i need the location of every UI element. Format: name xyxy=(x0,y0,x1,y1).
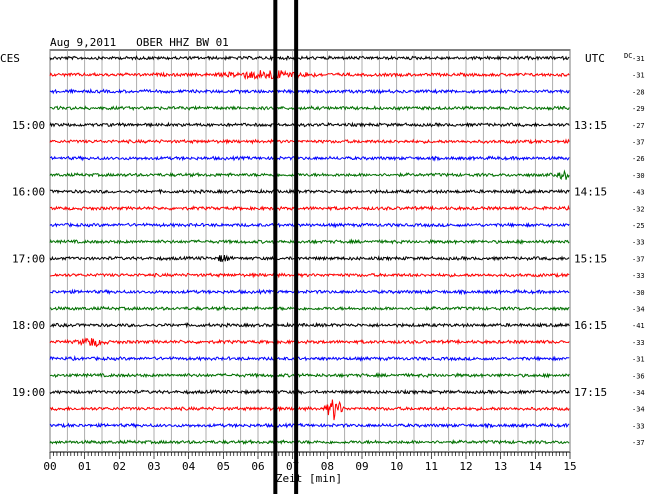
right-hour-label: 13:15 xyxy=(574,119,607,132)
dc-offset-label: -37 xyxy=(632,439,645,447)
dc-offset-labels: -31 -31 -28 -29 -27 -37 -26 -30 -43 -32 -25 -33 -37 -… xyxy=(632,55,645,447)
hour-labels: 15:00 16:00 17:00 18:00 19:00 13:15 14:15 15:15… xyxy=(12,119,607,399)
seismic-trace xyxy=(49,305,570,312)
seismic-trace xyxy=(49,288,570,296)
seismic-trace xyxy=(49,272,570,279)
left-hour-label: 16:00 xyxy=(12,186,45,199)
x-tick-label: 14 xyxy=(529,460,543,473)
x-tick-label: 00 xyxy=(43,460,56,473)
dc-offset-label: -31 xyxy=(632,356,645,364)
x-tick-label: 04 xyxy=(182,460,196,473)
dc-offset-label: -41 xyxy=(632,322,645,330)
seismic-trace xyxy=(49,54,570,62)
x-tick-label: 03 xyxy=(147,460,160,473)
seismic-trace xyxy=(49,104,570,112)
right-hour-label: 16:15 xyxy=(574,319,607,332)
seismic-trace xyxy=(49,238,570,245)
dc-offset-label: -37 xyxy=(632,139,645,147)
dc-offset-label: -29 xyxy=(632,105,645,113)
dc-offset-label: -33 xyxy=(632,239,645,247)
dc-offset-label: -25 xyxy=(632,222,645,230)
seismic-trace xyxy=(49,355,570,362)
seismic-trace xyxy=(49,321,570,329)
x-tick-label: 06 xyxy=(251,460,264,473)
dc-offset-label: -34 xyxy=(632,406,645,414)
seismic-trace xyxy=(49,422,570,429)
right-hour-label: 15:15 xyxy=(574,252,607,265)
marker-lines xyxy=(273,0,299,494)
seismic-trace xyxy=(49,69,570,81)
dc-offset-label: -26 xyxy=(632,155,645,163)
x-tick-label: 12 xyxy=(459,460,472,473)
left-timezone-label: CES xyxy=(0,52,20,65)
x-tick-label: 07 xyxy=(286,460,299,473)
x-tick-label: 02 xyxy=(113,460,126,473)
dc-offset-label: -34 xyxy=(632,389,645,397)
seismic-trace xyxy=(49,439,570,445)
seismic-trace xyxy=(49,399,570,421)
left-hour-label: 19:00 xyxy=(12,386,45,399)
dc-offset-label: -33 xyxy=(632,339,645,347)
seismic-trace xyxy=(49,388,570,396)
labels: Aug 9,2011 OBER HHZ BW 01 CES UTC DC Zei… xyxy=(0,36,632,485)
x-tick-label: 01 xyxy=(78,460,91,473)
seismic-trace xyxy=(49,154,570,162)
x-tick-label: 10 xyxy=(390,460,403,473)
traces xyxy=(49,54,570,445)
seismic-trace xyxy=(49,121,570,129)
right-timezone-label: UTC xyxy=(585,52,605,65)
seismic-trace xyxy=(49,87,570,95)
x-tick-label: 13 xyxy=(494,460,507,473)
grid xyxy=(49,49,571,459)
dc-offset-label: -36 xyxy=(632,372,645,380)
x-tick-label: 08 xyxy=(321,460,334,473)
dc-offset-label: -33 xyxy=(632,272,645,280)
dc-offset-label: -31 xyxy=(632,72,645,80)
x-tick-label: 05 xyxy=(217,460,230,473)
dc-offset-label: -33 xyxy=(632,422,645,430)
x-tick-label: 11 xyxy=(425,460,438,473)
dc-offset-label: -43 xyxy=(632,189,645,197)
dc-offset-label: -27 xyxy=(632,122,645,130)
left-hour-label: 17:00 xyxy=(12,252,45,265)
x-axis-label: Zeit [min] xyxy=(276,472,342,485)
dc-offset-label: -31 xyxy=(632,55,645,63)
chart-title: Aug 9,2011 OBER HHZ BW 01 xyxy=(50,36,229,49)
dc-offset-label: -37 xyxy=(632,255,645,263)
dc-offset-label: -32 xyxy=(632,205,645,213)
seismic-trace xyxy=(49,221,570,229)
right-hour-label: 14:15 xyxy=(574,186,607,199)
seismic-trace xyxy=(49,169,570,181)
dc-offset-label: -30 xyxy=(632,172,645,180)
x-tick-label: 09 xyxy=(355,460,368,473)
dc-offset-label: -34 xyxy=(632,306,645,314)
seismic-trace xyxy=(49,254,570,263)
right-hour-label: 17:15 xyxy=(574,386,607,399)
left-hour-label: 15:00 xyxy=(12,119,45,132)
seismic-trace xyxy=(49,204,570,212)
dc-label: DC xyxy=(624,52,632,60)
dc-offset-label: -28 xyxy=(632,88,645,96)
seismic-trace xyxy=(49,371,570,379)
left-hour-label: 18:00 xyxy=(12,319,45,332)
seismic-trace xyxy=(49,337,570,348)
seismic-trace xyxy=(49,188,570,195)
x-tick-labels: 00 01 02 03 04 05 06 07 08 09 10 11 12 13 14 15 xyxy=(43,460,576,473)
seismic-trace xyxy=(49,138,570,145)
dc-offset-label: -30 xyxy=(632,289,645,297)
x-tick-label: 15 xyxy=(563,460,576,473)
